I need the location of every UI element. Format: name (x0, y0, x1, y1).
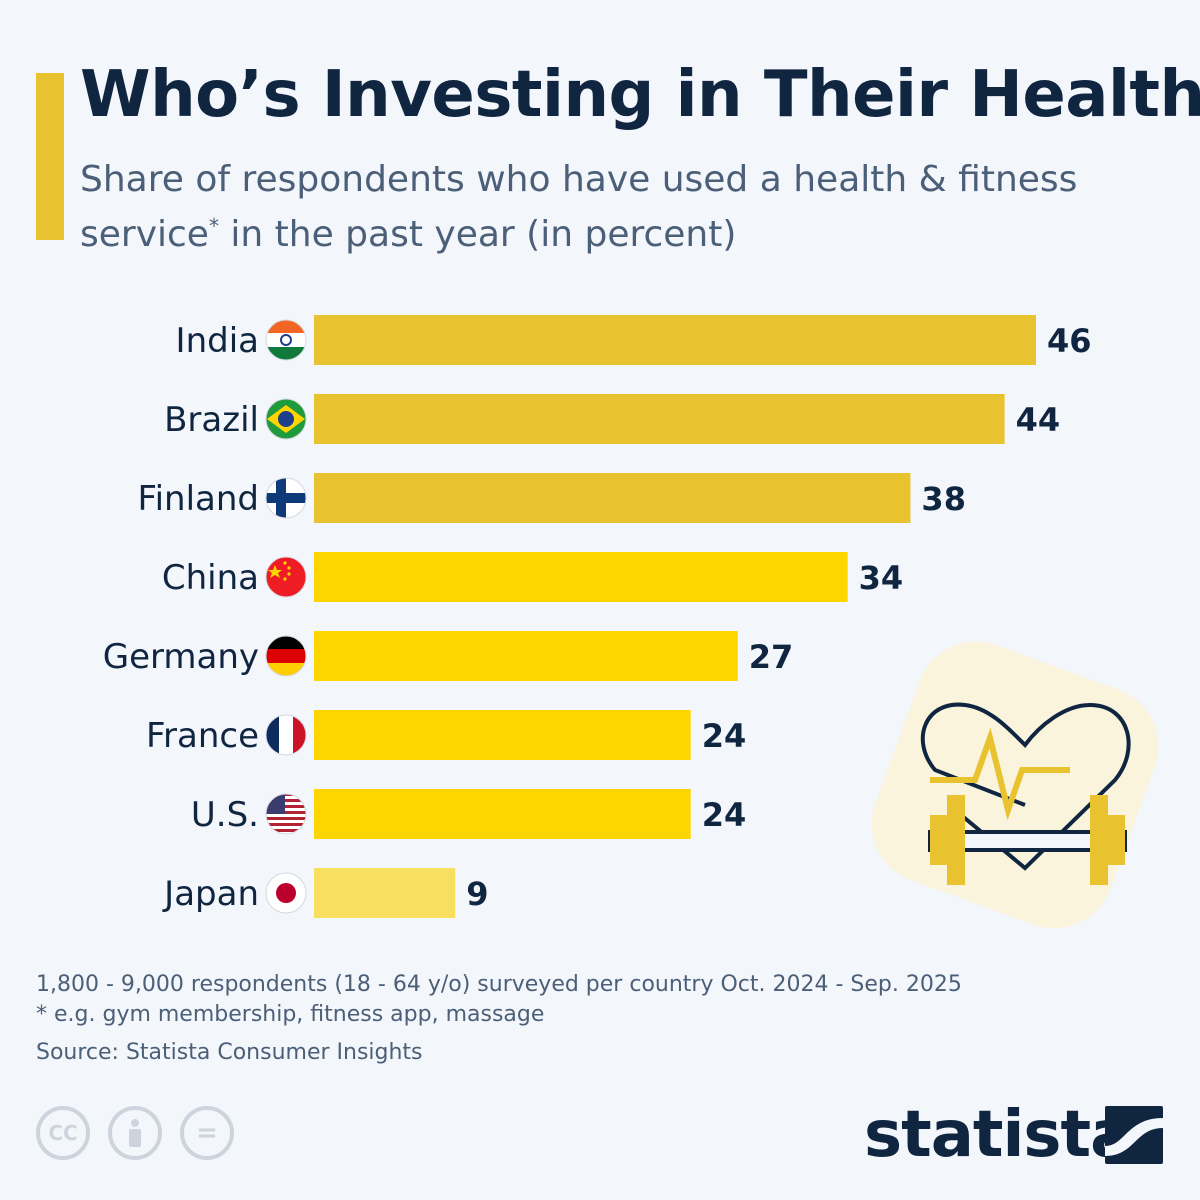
heart-dumbbell-icon (871, 641, 1159, 929)
japan-flag-icon (266, 873, 306, 913)
bar (314, 394, 1005, 444)
data-label: 38 (921, 480, 966, 518)
category-label: U.S. (191, 795, 259, 835)
us-flag-icon (266, 794, 306, 834)
bar-row-japan: Japan 9 (162, 868, 489, 918)
category-label: Germany (103, 637, 259, 677)
brazil-flag-icon (266, 399, 306, 439)
data-label: 24 (702, 796, 747, 834)
france-flag-icon (266, 715, 306, 755)
bar-row-india: India 46 (176, 315, 1092, 365)
bar (314, 552, 848, 602)
bar (314, 473, 911, 523)
india-flag-icon (266, 320, 306, 360)
note-survey: 1,800 - 9,000 respondents (18 - 64 y/o) … (36, 972, 962, 997)
bar-chart: India 46 Brazil 44 Finland 38 China 34 Germany 27… (103, 315, 1092, 918)
title-accent-bar (36, 73, 64, 240)
category-label: Brazil (164, 400, 259, 440)
bar (314, 868, 456, 918)
note-footnote: * e.g. gym membership, fitness app, mass… (36, 1002, 545, 1027)
bar-row-china: China 34 (162, 552, 903, 602)
subtitle-line1: Share of respondents who have used a hea… (80, 159, 1078, 200)
subtitle-line2b: in the past year (in percent) (218, 214, 737, 255)
bar (314, 710, 691, 760)
statista-logo[interactable]: statista (864, 1098, 1133, 1172)
china-flag-icon (266, 557, 306, 597)
category-label: France (146, 716, 259, 756)
category-label: Finland (138, 479, 260, 519)
bar (314, 315, 1036, 365)
data-label: 34 (859, 559, 904, 597)
statista-logo-mark (1105, 1106, 1163, 1164)
category-label: Japan (162, 874, 259, 914)
source: Source: Statista Consumer Insights (36, 1040, 423, 1065)
data-label: 44 (1016, 401, 1061, 439)
data-label: 9 (466, 875, 488, 913)
bar-row-france: France 24 (146, 710, 746, 760)
category-label: China (162, 558, 259, 598)
bar-row-us: U.S. 24 (191, 789, 746, 839)
bar-row-brazil: Brazil 44 (164, 394, 1060, 444)
attribution-icon[interactable] (108, 1106, 162, 1160)
bar-row-finland: Finland 38 (138, 473, 966, 523)
bar-row-germany: Germany 27 (103, 631, 794, 681)
subtitle-line2a: service (80, 214, 209, 255)
subtitle: Share of respondents who have used a hea… (80, 156, 1160, 258)
bar (314, 631, 738, 681)
data-label: 27 (749, 638, 794, 676)
data-label: 24 (702, 717, 747, 755)
finland-flag-icon (266, 478, 306, 518)
no-derivatives-icon[interactable]: = (180, 1106, 234, 1160)
cc-license-icon[interactable]: CC (36, 1106, 90, 1160)
notes: 1,800 - 9,000 respondents (18 - 64 y/o) … (36, 970, 962, 1030)
data-label: 46 (1047, 322, 1092, 360)
subtitle-footnote-mark: * (208, 214, 219, 238)
bar (314, 789, 691, 839)
page-title: Who’s Investing in Their Health? (80, 58, 1200, 132)
category-label: India (176, 321, 259, 361)
germany-flag-icon (266, 636, 306, 676)
